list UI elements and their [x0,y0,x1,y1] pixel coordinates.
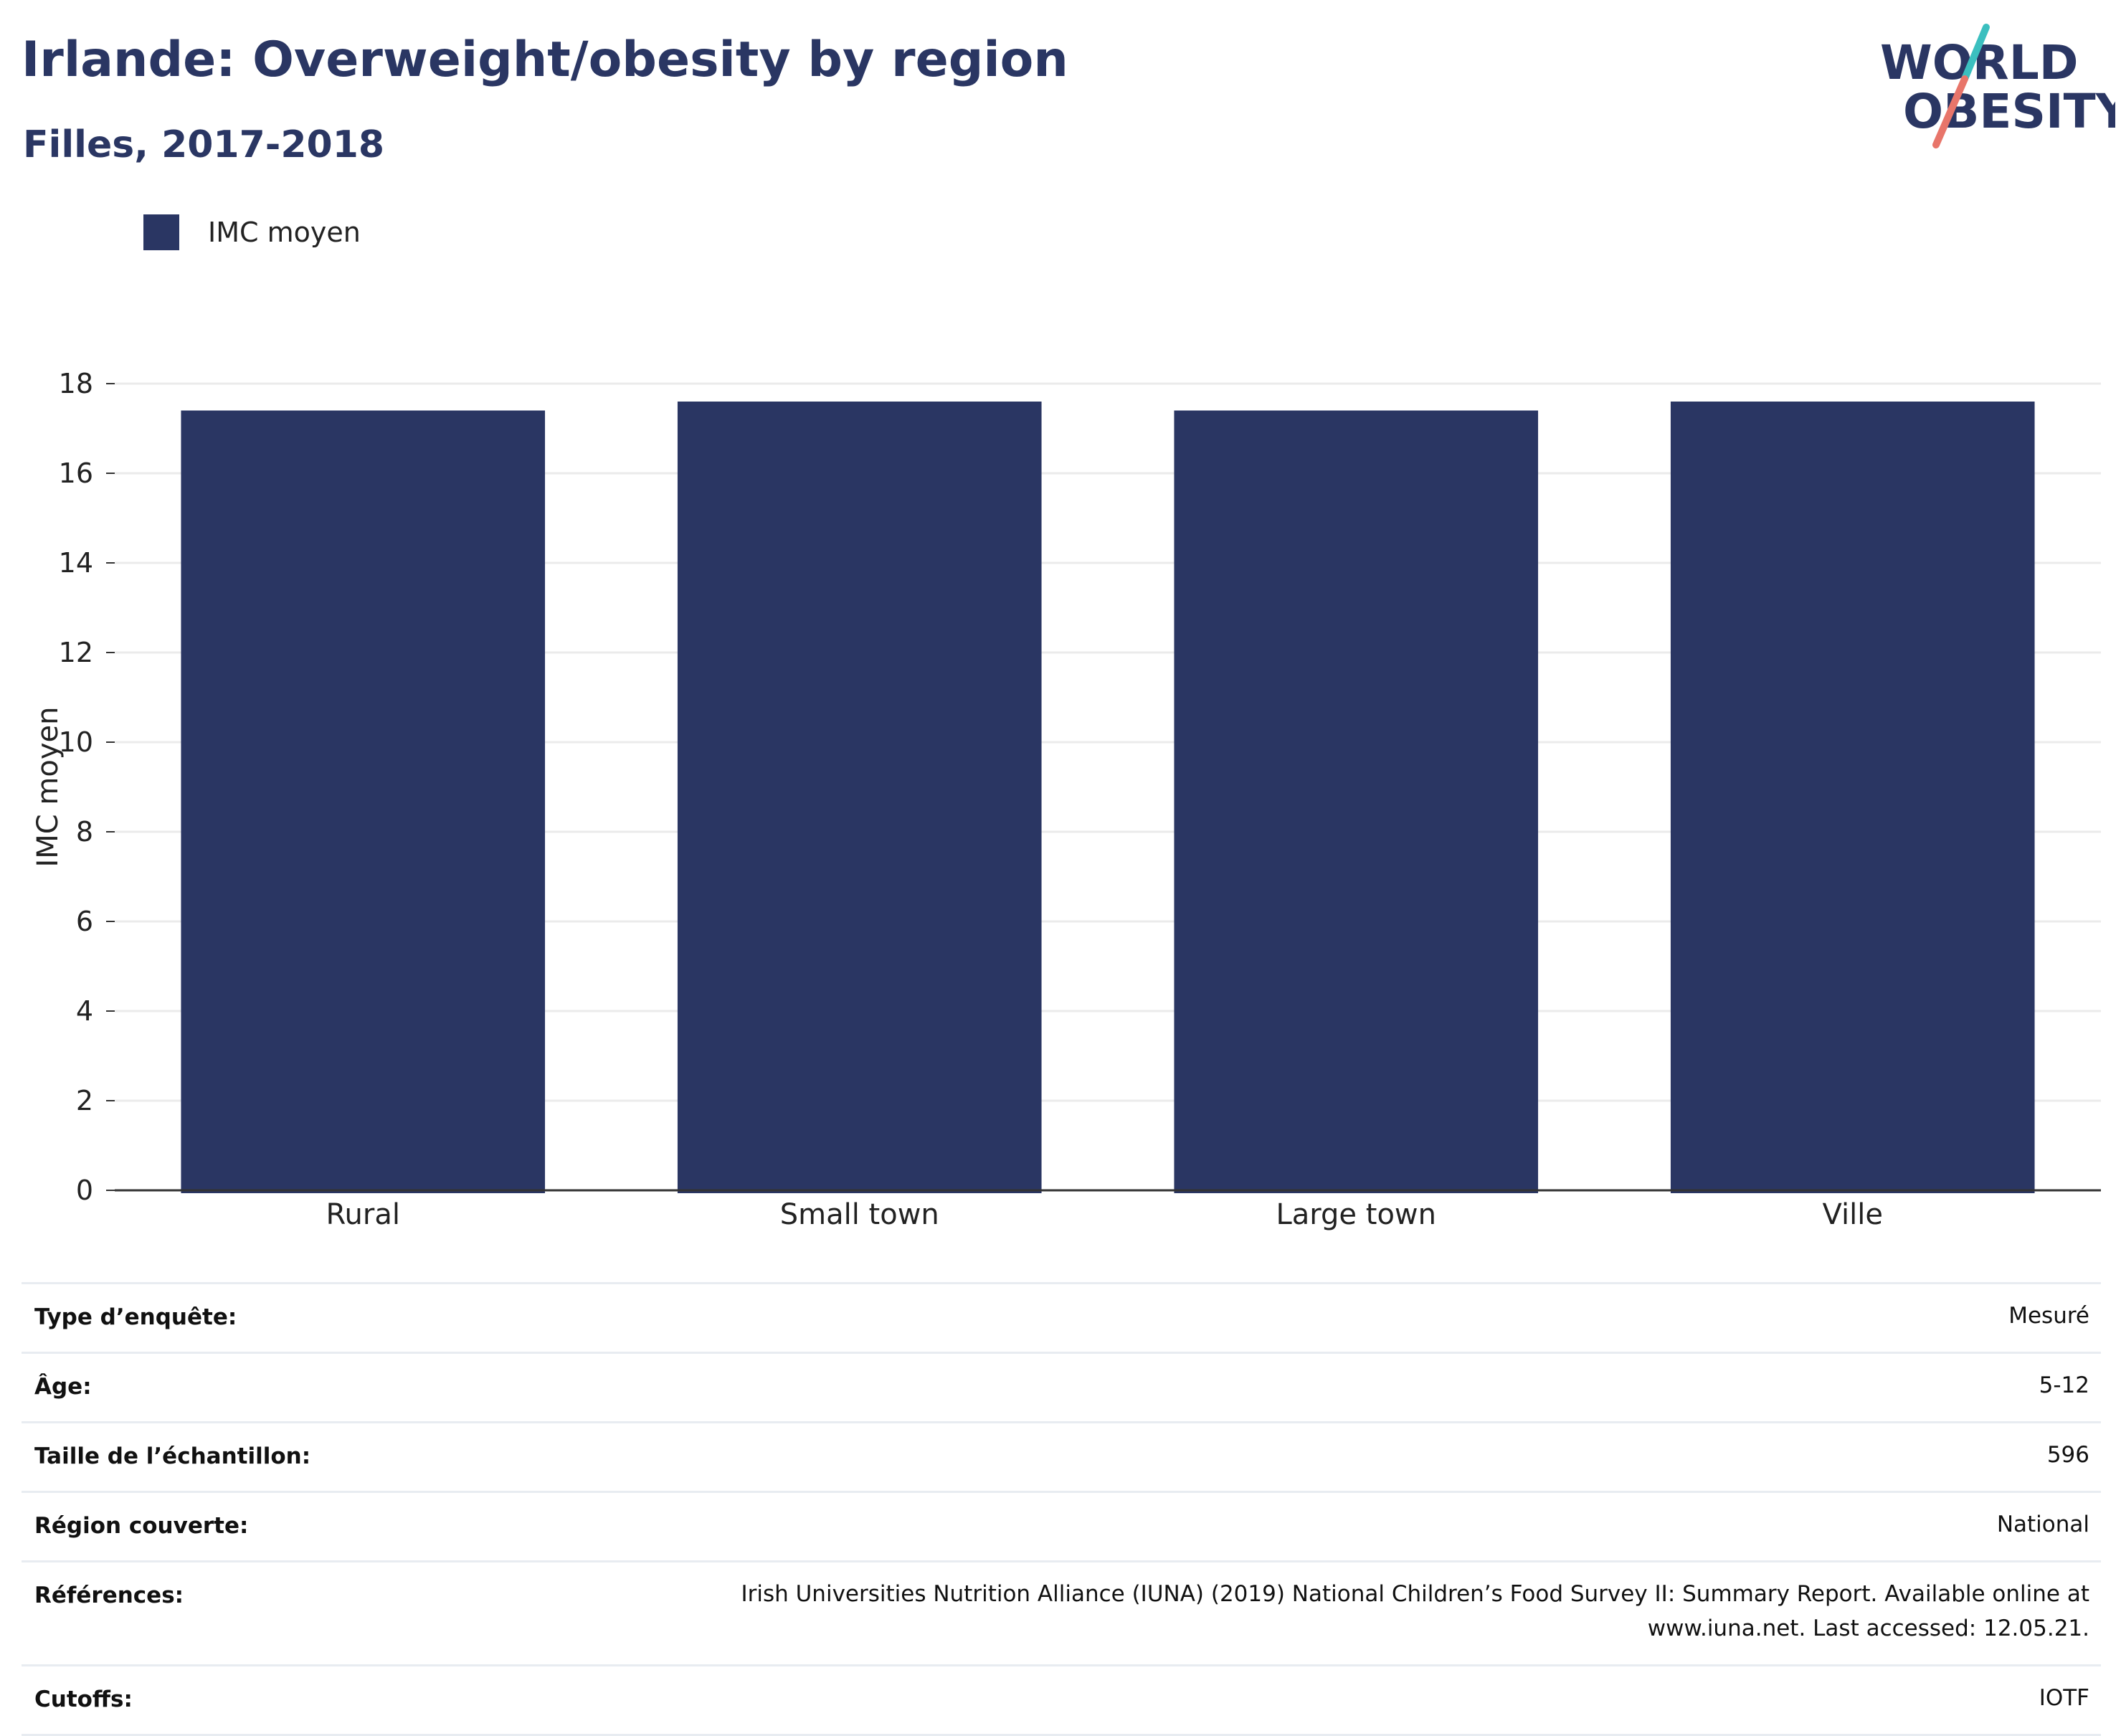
metadata-value: Mesuré [2008,1303,2089,1329]
metadata-value: Irish Universities Nutrition Alliance (I… [741,1581,2089,1641]
metadata-label: Références: [34,1583,184,1608]
metadata-value: IOTF [2039,1685,2089,1711]
y-tick-label-0: 0 [76,1175,93,1206]
metadata-label: Âge: [34,1374,92,1400]
metadata-label: Type d’enquête: [34,1304,237,1330]
legend-swatch [143,214,179,250]
y-tick-label-16: 16 [59,457,93,489]
bar-ville [1670,402,2035,1193]
y-tick-label-2: 2 [76,1085,93,1116]
metadata-table: Type d’enquête: Mesuré Âge: 5-12 Taille de l… [22,1282,2101,1736]
metadata-row: Âge: 5-12 [22,1352,2101,1421]
metadata-row: Type d’enquête: Mesuré [22,1282,2101,1352]
x-tick-label-large-town: Large town [1276,1198,1436,1231]
logo-text-obesity: OBESITY [1903,84,2115,139]
metadata-label: Taille de l’échantillon: [34,1443,311,1469]
y-tick-label-18: 18 [59,368,93,399]
bar-large-town [1174,410,1539,1193]
metadata-row: Cutoffs: IOTF [22,1664,2101,1736]
y-tick-label-12: 12 [59,637,93,668]
metadata-value: 596 [2046,1442,2089,1468]
x-tick-label-small-town: Small town [780,1198,939,1231]
y-tick-label-8: 8 [76,816,93,848]
x-tick-label-ville: Ville [1823,1198,1883,1231]
y-tick-label-10: 10 [59,726,93,758]
metadata-value: 5-12 [2039,1372,2089,1398]
chart-subtitle: Filles, 2017-2018 [23,123,385,166]
y-tick-label-6: 6 [76,906,93,937]
logo-slash-teal [1961,24,1990,82]
metadata-row: Taille de l’échantillon: 596 [22,1421,2101,1491]
metadata-row: Références: Irish Universities Nutrition … [22,1560,2101,1664]
y-tick-label-14: 14 [59,547,93,579]
bars [181,402,2035,1193]
world-obesity-logo: WORLD OBESITY [1880,24,2115,148]
metadata-row: Région couverte: National [22,1491,2101,1560]
legend-label: IMC moyen [208,217,361,248]
y-tick-label-4: 4 [76,995,93,1027]
axes: 0 2 4 6 8 10 12 14 16 18 Rural Small town Large town… [32,368,2101,1231]
metadata-label: Cutoffs: [34,1687,133,1712]
metadata-value: National [1996,1512,2089,1537]
bar-chart: 0 2 4 6 8 10 12 14 16 18 Rural Small town Large town… [32,368,2101,1231]
bar-small-town [677,402,1042,1193]
legend: IMC moyen [143,214,361,251]
chart-title: Irlande: Overweight/obesity by region [22,32,1068,88]
metadata-label: Région couverte: [34,1513,249,1539]
logo-slash-coral [1932,75,1968,148]
bar-rural [181,410,546,1193]
y-axis-label: IMC moyen [32,706,65,867]
x-tick-label-rural: Rural [326,1198,400,1231]
